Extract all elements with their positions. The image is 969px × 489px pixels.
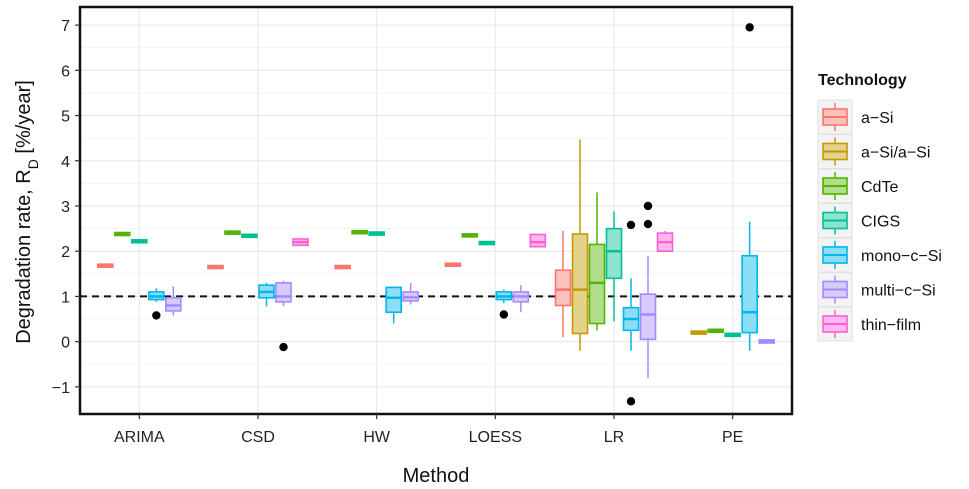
box-csd-0 xyxy=(207,264,224,270)
y-tick-label: 1 xyxy=(61,289,70,306)
y-tick-label: 5 xyxy=(61,109,70,126)
y-tick-label: 4 xyxy=(61,154,70,171)
legend-label: a−Si/a−Si xyxy=(861,145,930,162)
x-tick-label: LR xyxy=(604,429,624,446)
box-body xyxy=(639,293,657,341)
legend-label: thin−film xyxy=(861,317,921,334)
outlier-point xyxy=(626,397,636,406)
box-body xyxy=(605,227,623,280)
box-loess-2 xyxy=(461,233,479,238)
x-tick-label: CSD xyxy=(241,429,275,446)
legend-label: CdTe xyxy=(861,179,898,196)
x-tick-label: PE xyxy=(722,429,743,446)
box-pe-3 xyxy=(724,332,741,338)
box-pe-5 xyxy=(758,338,775,344)
outlier-point xyxy=(626,220,636,230)
box-loess-4 xyxy=(495,289,513,304)
box-loess-6 xyxy=(529,233,547,248)
box-hw-0 xyxy=(334,264,351,270)
y-tick-label: 0 xyxy=(61,335,70,352)
y-tick-label: 2 xyxy=(61,244,70,261)
box-hw-5 xyxy=(402,282,419,305)
box-arima-0 xyxy=(97,263,114,268)
y-tick-label: 3 xyxy=(61,199,70,216)
box-csd-2 xyxy=(224,230,241,235)
box-loess-5 xyxy=(512,285,530,313)
box-arima-4 xyxy=(148,288,165,302)
box-body xyxy=(741,254,758,334)
box-csd-3 xyxy=(241,233,258,239)
box-pe-1 xyxy=(690,330,707,335)
box-body xyxy=(529,233,547,248)
box-arima-2 xyxy=(114,231,131,237)
box-lr-4 xyxy=(622,278,640,351)
legend-item: a−Si/a−Si xyxy=(817,134,930,169)
x-tick-label: LOESS xyxy=(469,429,522,446)
box-hw-2 xyxy=(351,229,368,235)
legend-title: Technology xyxy=(818,72,907,89)
legend-label: a−Si xyxy=(861,110,893,127)
box-body xyxy=(385,286,402,314)
outlier-point xyxy=(499,310,509,319)
box-pe-2 xyxy=(707,328,724,334)
y-axis: −1 0 1 2 3 4 5 6 7 xyxy=(52,18,80,397)
x-tick-label: ARIMA xyxy=(114,429,165,446)
boxplot-marks xyxy=(97,139,775,378)
box-lr-1 xyxy=(571,139,589,351)
box-hw-4 xyxy=(385,286,402,324)
legend: Technology a−Si a−Si/a−Si CdTe CIGS mono−c−S… xyxy=(817,72,942,342)
legend-items: a−Si a−Si/a−Si CdTe CIGS mono−c−Si multi−c−Si… xyxy=(817,99,942,342)
y-axis-title-subscript: D xyxy=(25,159,41,169)
legend-label: CIGS xyxy=(861,214,900,231)
legend-label: multi−c−Si xyxy=(861,283,936,300)
outlier-point xyxy=(643,219,653,229)
y-tick-label: 7 xyxy=(61,18,70,35)
box-csd-6 xyxy=(292,238,309,247)
legend-item: multi−c−Si xyxy=(817,272,936,307)
box-lr-2 xyxy=(588,192,606,331)
y-axis-title-unit: [%/year] xyxy=(13,80,35,159)
outlier-point xyxy=(152,311,161,320)
box-lr-3 xyxy=(605,211,623,322)
box-lr-0 xyxy=(554,230,572,338)
outlier-point xyxy=(279,342,288,352)
box-loess-3 xyxy=(478,240,496,246)
y-axis-title-main: Degradation rate, R xyxy=(13,169,35,344)
legend-item: CdTe xyxy=(817,168,898,204)
box-pe-4 xyxy=(741,221,758,351)
box-body xyxy=(275,282,292,303)
outlier-point xyxy=(643,201,653,211)
box-lr-6 xyxy=(656,230,674,253)
y-axis-title: Degradation rate, RD [%/year] xyxy=(13,80,41,344)
plot-background xyxy=(80,7,792,414)
legend-item: CIGS xyxy=(817,203,900,238)
box-arima-5 xyxy=(165,286,182,316)
box-csd-4 xyxy=(258,282,275,307)
y-tick-label: 6 xyxy=(61,63,70,80)
box-loess-0 xyxy=(444,262,462,268)
x-axis-title: Method xyxy=(403,465,470,487)
x-tick-label: HW xyxy=(363,429,391,446)
grid-lines xyxy=(80,7,792,414)
box-lr-5 xyxy=(639,255,657,378)
box-hw-3 xyxy=(368,231,385,236)
plot-panel-border xyxy=(78,5,794,416)
legend-item: thin−film xyxy=(817,306,921,342)
legend-item: a−Si xyxy=(817,99,893,135)
box-csd-5 xyxy=(275,280,292,307)
legend-label: mono−c−Si xyxy=(861,248,942,265)
box-arima-3 xyxy=(131,238,148,244)
y-tick-label: −1 xyxy=(52,380,70,397)
outlier-point xyxy=(745,23,754,32)
legend-item: mono−c−Si xyxy=(817,237,942,273)
box-body xyxy=(571,233,589,335)
x-axis: ARIMA CSD HW LOESS LR PE xyxy=(114,414,743,446)
box-body xyxy=(554,269,572,307)
outlier-points xyxy=(152,23,754,406)
